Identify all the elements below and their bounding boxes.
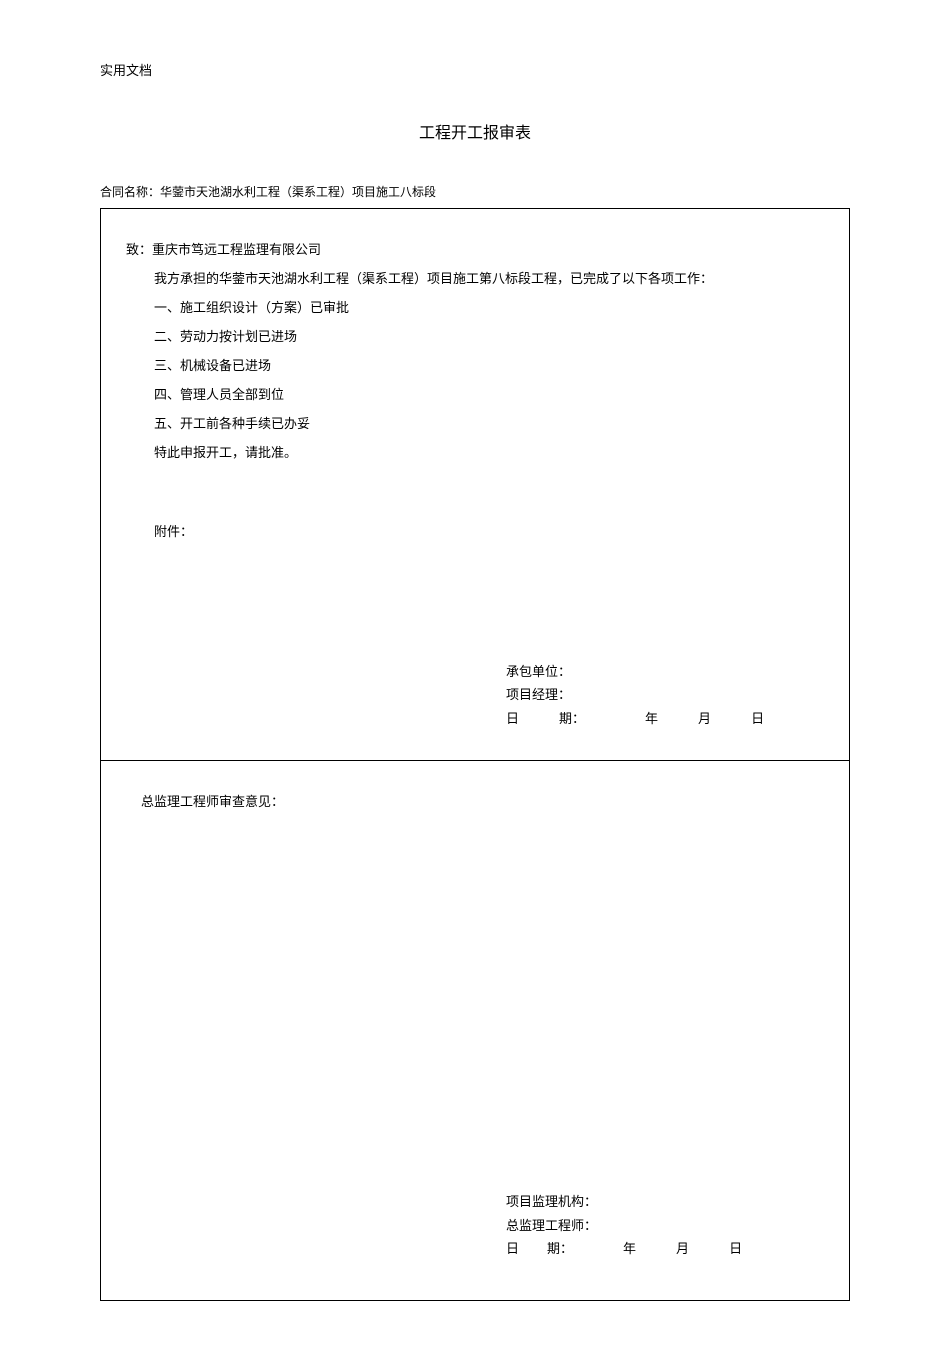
supervisor-section: 总监理工程师审查意见： 项目监理机构： 总监理工程师： 日 期： 年 月 日	[101, 761, 849, 1300]
supervisor-date-label: 期：	[547, 1237, 573, 1260]
addressee-prefix: 致：	[126, 242, 152, 257]
supervisor-date-prefix: 日	[506, 1237, 519, 1260]
month-label: 月	[698, 707, 711, 730]
form-title: 工程开工报审表	[100, 119, 850, 143]
supervisor-org-label: 项目监理机构：	[506, 1190, 597, 1213]
applicant-section: 致：重庆市笃远工程监理有限公司 我方承担的华蓥市天池湖水利工程（渠系工程）项目施…	[101, 209, 849, 761]
supervisor-year-label: 年	[623, 1237, 636, 1260]
list-item-4: 四、管理人员全部到位	[126, 384, 824, 403]
project-manager-row: 项目经理：	[506, 683, 824, 706]
attachment-label: 附件：	[126, 521, 824, 540]
document-header-label: 实用文档	[100, 60, 850, 79]
date-label: 期：	[559, 707, 585, 730]
supervisor-signature-block: 项目监理机构： 总监理工程师： 日 期： 年 月 日	[506, 1190, 824, 1260]
year-label: 年	[645, 707, 658, 730]
day-label: 日	[751, 707, 764, 730]
supervisor-month-label: 月	[676, 1237, 689, 1260]
addressee-name: 重庆市笃远工程监理有限公司	[152, 242, 321, 257]
project-manager-label: 项目经理：	[506, 683, 576, 706]
contractor-unit-row: 承包单位：	[506, 660, 824, 683]
list-item-5: 五、开工前各种手续已办妥	[126, 413, 824, 432]
supervisor-org-row: 项目监理机构：	[506, 1190, 824, 1213]
supervisor-date-row: 日 期： 年 月 日	[506, 1237, 824, 1260]
list-item-3: 三、机械设备已进场	[126, 355, 824, 374]
contractor-date-row: 日 期： 年 月 日	[506, 707, 824, 730]
contract-name-value: 华蓥市天池湖水利工程（渠系工程）项目施工八标段	[160, 185, 436, 199]
contract-name-label: 合同名称：	[100, 185, 160, 199]
intro-text: 我方承担的华蓥市天池湖水利工程（渠系工程）项目施工第八标段工程，已完成了以下各项…	[126, 268, 824, 287]
contractor-signature-block: 承包单位： 项目经理： 日 期： 年 月 日	[506, 660, 824, 730]
apply-text: 特此申报开工，请批准。	[126, 442, 824, 461]
list-item-1: 一、施工组织设计（方案）已审批	[126, 297, 824, 316]
contract-name-line: 合同名称：华蓥市天池湖水利工程（渠系工程）项目施工八标段	[100, 183, 850, 200]
list-item-2: 二、劳动力按计划已进场	[126, 326, 824, 345]
addressee-line: 致：重庆市笃远工程监理有限公司	[126, 239, 824, 258]
form-box: 致：重庆市笃远工程监理有限公司 我方承担的华蓥市天池湖水利工程（渠系工程）项目施…	[100, 208, 850, 1301]
review-title: 总监理工程师审查意见：	[126, 791, 824, 810]
chief-engineer-label: 总监理工程师：	[506, 1214, 597, 1237]
date-prefix: 日	[506, 707, 519, 730]
chief-engineer-row: 总监理工程师：	[506, 1214, 824, 1237]
supervisor-day-label: 日	[729, 1237, 742, 1260]
contractor-unit-label: 承包单位：	[506, 660, 576, 683]
